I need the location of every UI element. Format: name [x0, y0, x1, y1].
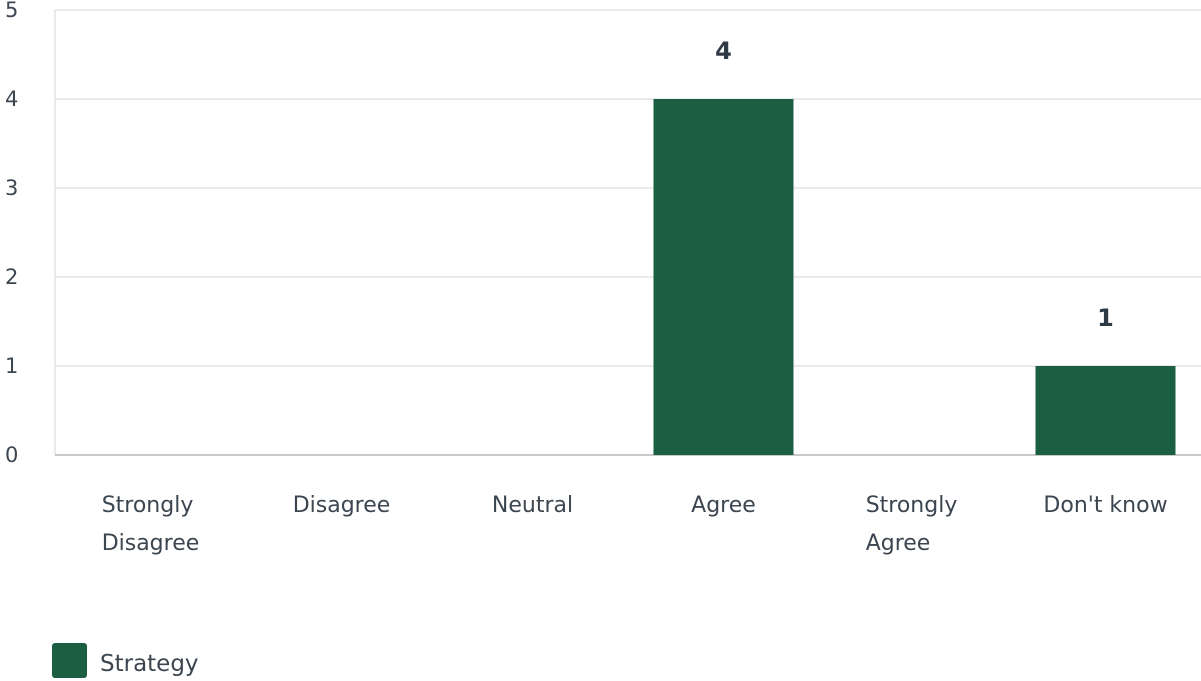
y-tick-label: 3	[5, 176, 18, 200]
x-tick-label: Agree	[691, 493, 756, 518]
data-labels: 41	[715, 37, 1114, 332]
x-tick-label: Disagree	[293, 493, 391, 518]
y-tick-label: 5	[5, 0, 18, 22]
gridlines	[54, 9, 1201, 456]
legend-swatch-strategy	[52, 643, 87, 678]
bar	[1035, 366, 1176, 455]
bars	[653, 99, 1176, 455]
bar	[653, 99, 794, 455]
x-tick-label: Don't know	[1043, 493, 1167, 518]
y-tick-label: 2	[5, 265, 18, 289]
legend-label-strategy: Strategy	[100, 651, 199, 677]
legend: Strategy	[52, 643, 199, 678]
bar-data-label: 4	[715, 37, 732, 65]
x-tick-label: Strongly Agree	[866, 493, 958, 556]
y-tick-label: 4	[5, 87, 18, 111]
y-tick-label: 1	[5, 354, 18, 378]
y-axis-tick-labels: 0 1 2 3 4 5	[5, 0, 18, 467]
bar-data-label: 1	[1097, 304, 1114, 332]
x-axis-category-labels: Strongly Disagree Disagree Neutral Agree Stro…	[102, 493, 1168, 556]
x-tick-label: Neutral	[492, 493, 573, 518]
y-tick-label: 0	[5, 443, 18, 467]
x-tick-label: Strongly Disagree	[102, 493, 200, 556]
